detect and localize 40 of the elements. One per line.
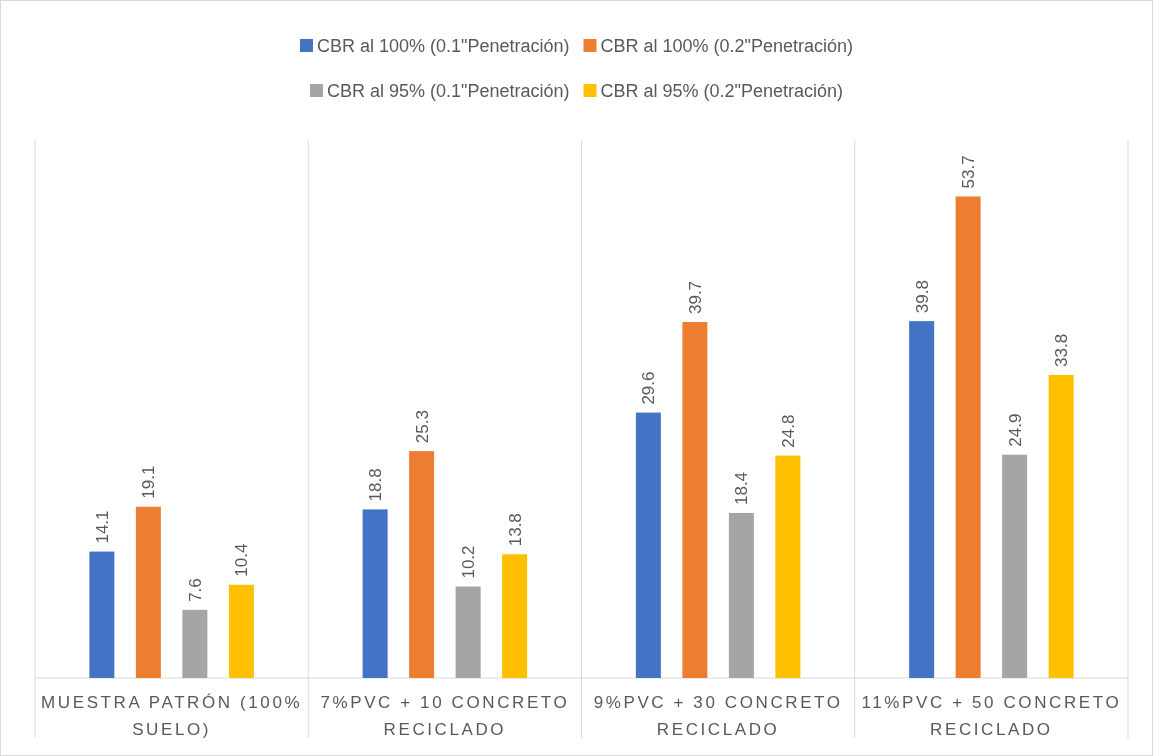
x-tick-label: 9%PVC + 30 CONCRETO RECICLADO: [593, 693, 843, 739]
legend-label: CBR al 100% (0.2"Penetración): [600, 36, 854, 56]
bar: [955, 196, 981, 678]
bar: [1048, 374, 1074, 678]
bar: [228, 584, 254, 678]
x-tick-label: 7%PVC + 10 CONCRETO RECICLADO: [320, 693, 570, 739]
data-label: 19.1: [139, 465, 159, 499]
bar: [1002, 454, 1028, 678]
data-label: 53.7: [959, 155, 979, 189]
x-tick-label: 11%PVC + 50 CONCRETO RECICLADO: [861, 693, 1122, 739]
bar: [362, 509, 388, 678]
bar: [728, 513, 754, 678]
data-label: 39.7: [685, 280, 705, 315]
data-label: 39.8: [912, 280, 932, 314]
data-label: 24.9: [1005, 413, 1025, 447]
data-label: 13.8: [505, 513, 525, 547]
data-label: 24.8: [778, 414, 798, 448]
bar: [135, 506, 161, 678]
legend-label: CBR al 95% (0.1"Penetración): [326, 81, 570, 101]
x-tick-label: MUESTRA PATRÓN (100% SUELO): [41, 693, 303, 739]
data-label: 18.8: [366, 468, 386, 502]
legend-label: CBR al 100% (0.1"Penetración): [316, 36, 570, 56]
bar: [409, 451, 435, 678]
data-label: 33.8: [1052, 333, 1072, 367]
data-label: 10.2: [459, 545, 479, 579]
data-label: 7.6: [185, 578, 205, 602]
bar: [89, 551, 115, 678]
bar: [455, 586, 481, 678]
bar: [775, 455, 801, 678]
bar: [502, 554, 528, 678]
bar: [635, 412, 661, 678]
bar: [682, 322, 708, 678]
data-label: 10.4: [232, 543, 252, 577]
bar: [909, 321, 935, 678]
data-label: 25.3: [412, 410, 432, 444]
data-label: 18.4: [732, 471, 752, 506]
data-label: 14.1: [92, 510, 112, 544]
data-label: 29.6: [639, 371, 659, 405]
bar: [182, 609, 208, 678]
legend-label: CBR al 95% (0.2"Penetración): [600, 81, 844, 101]
